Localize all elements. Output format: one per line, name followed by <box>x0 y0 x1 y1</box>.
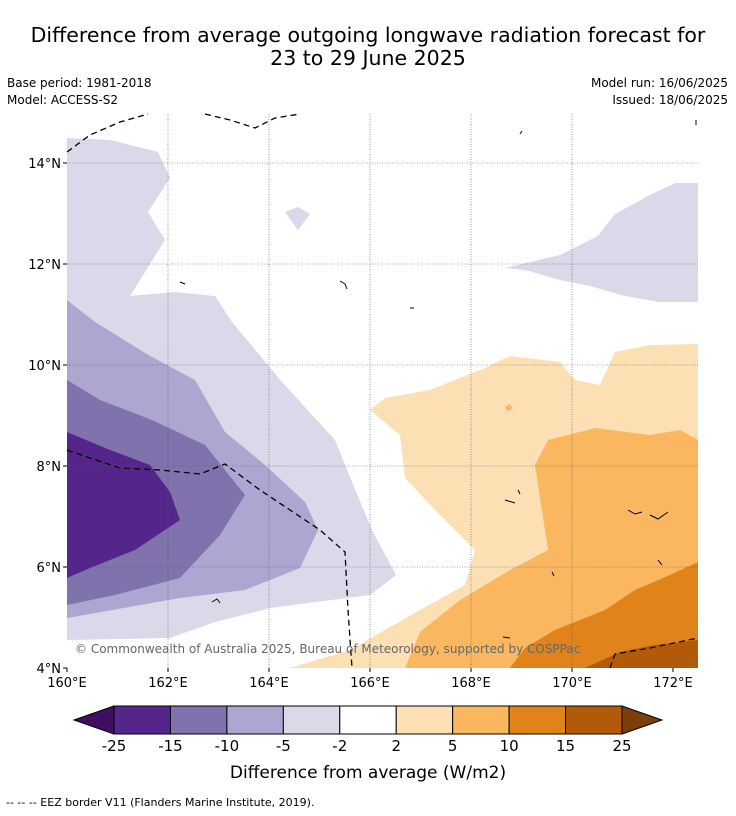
colorbar-segment <box>169 705 228 735</box>
anomaly-speck <box>505 404 513 411</box>
base-period: Base period: 1981-2018 <box>7 76 152 90</box>
lon-axis-labels: 160°E 162°E 164°E 166°E 168°E 170°E 172°… <box>47 676 693 691</box>
colorbar-tick-label: -2 <box>332 737 347 755</box>
eez-legend-note: -- -- -- EEZ border V11 (Flanders Marine… <box>6 796 315 809</box>
model-name: Model: ACCESS-S2 <box>7 93 119 107</box>
colorbar-segment <box>282 705 341 735</box>
anomaly-region-minus25 <box>67 432 180 578</box>
colorbar-tick-label: 10 <box>500 737 519 755</box>
colorbar-segment <box>226 705 284 735</box>
anomaly-region-plus25 <box>585 640 698 668</box>
lon-label: 162°E <box>148 676 188 691</box>
colorbar-segment <box>339 705 397 735</box>
colorbar-low-extension <box>72 705 115 735</box>
lon-label: 160°E <box>47 676 87 691</box>
lat-label: 4°N <box>37 662 62 677</box>
anomaly-region-plus15 <box>510 562 698 668</box>
eez-border <box>66 113 699 669</box>
lat-label: 10°N <box>28 359 61 374</box>
title-line-1: Difference from average outgoing longwav… <box>30 23 706 47</box>
lon-label: 166°E <box>350 676 390 691</box>
lat-label: 8°N <box>37 460 62 475</box>
gridlines <box>67 114 698 668</box>
lon-label: 170°E <box>552 676 592 691</box>
copyright-text: © Commonwealth of Australia 2025, Bureau… <box>75 642 580 656</box>
colorbar-segment <box>113 705 171 735</box>
colorbar-segment <box>565 705 623 735</box>
lat-label: 14°N <box>28 157 61 172</box>
islands <box>179 120 697 639</box>
colorbar-high-extension <box>621 705 664 735</box>
colorbar-segment <box>395 705 454 735</box>
colorbar-segment <box>508 705 567 735</box>
colorbar-segment <box>452 705 510 735</box>
colorbar-label: Difference from average (W/m2) <box>230 763 506 783</box>
colorbar-tick-label: 25 <box>612 737 631 755</box>
lat-axis-labels: 14°N 12°N 10°N 8°N 6°N 4°N <box>28 157 61 677</box>
model-run: Model run: 16/06/2025 <box>590 76 728 90</box>
lon-label: 168°E <box>451 676 491 691</box>
lat-label: 12°N <box>28 258 61 273</box>
colorbar-tick-label: 15 <box>556 737 575 755</box>
colorbar-tick-label: -25 <box>102 737 127 755</box>
lon-label: 164°E <box>249 676 289 691</box>
colorbar-tick-label: -10 <box>215 737 240 755</box>
map-area: © Commonwealth of Australia 2025, Bureau… <box>63 113 699 672</box>
anomaly-region-ne <box>505 183 698 302</box>
lat-label: 6°N <box>37 561 62 576</box>
colorbar: -25 -15 -10 -5 -2 2 5 10 15 25 Difference from av… <box>72 705 664 783</box>
colorbar-tick-label: 5 <box>448 737 458 755</box>
lon-label: 172°E <box>653 676 693 691</box>
issued-date: Issued: 18/06/2025 <box>612 93 728 107</box>
colorbar-tick-label: -5 <box>276 737 291 755</box>
colorbar-tick-label: 2 <box>391 737 401 755</box>
colorbar-tick-label: -15 <box>158 737 183 755</box>
title-line-2: 23 to 29 June 2025 <box>270 46 466 70</box>
anomaly-blob <box>285 207 310 230</box>
tick-marks <box>63 162 674 672</box>
